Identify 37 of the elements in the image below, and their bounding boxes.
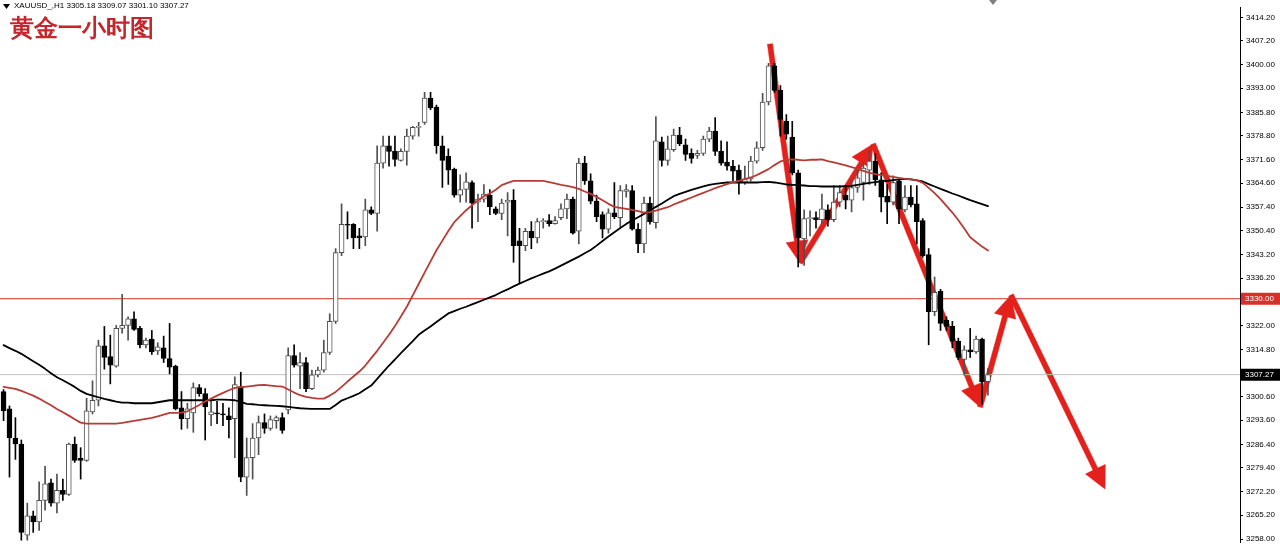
y-tick-label: 3407.20 xyxy=(1246,36,1276,46)
y-tick-label: 3371.60 xyxy=(1246,154,1276,164)
y-tick-label: 3364.60 xyxy=(1246,178,1276,188)
ref-line-label: 3330.00 xyxy=(1245,294,1275,304)
chart-subtitle: XAUUSD_,H1 3305.18 3309.07 3301.10 3307.27 xyxy=(14,1,189,11)
y-tick-label: 3357.40 xyxy=(1246,202,1276,212)
y-tick-label: 3314.80 xyxy=(1246,344,1276,354)
candlestick xyxy=(386,135,392,167)
candlestick xyxy=(60,478,66,501)
chart-title: 黄金一小时图 xyxy=(10,13,154,43)
y-tick-label: 3350.40 xyxy=(1246,225,1276,235)
candlestick xyxy=(813,211,819,229)
y-tick-label: 3414.20 xyxy=(1246,12,1276,22)
candlestick xyxy=(967,328,974,358)
y-tick-label: 3385.80 xyxy=(1246,107,1276,117)
y-tick-label: 3336.20 xyxy=(1246,273,1276,283)
y-tick-label: 3265.20 xyxy=(1246,510,1276,520)
y-tick-label: 3258.00 xyxy=(1246,534,1276,544)
candlestick xyxy=(107,334,114,385)
candlestick xyxy=(297,352,303,389)
candlestick xyxy=(119,294,125,334)
candlestick xyxy=(884,184,890,224)
candlestick xyxy=(730,160,736,182)
candlestick xyxy=(623,184,630,198)
y-tick-label: 3300.60 xyxy=(1246,392,1276,402)
y-tick-label: 3378.80 xyxy=(1246,130,1276,140)
y-tick-label: 3279.40 xyxy=(1246,462,1276,472)
y-tick-label: 3272.20 xyxy=(1246,486,1276,496)
y-tick-label: 3322.00 xyxy=(1246,320,1276,330)
candlestick xyxy=(220,402,226,426)
y-tick-label: 3400.00 xyxy=(1246,60,1276,70)
y-tick-label: 3393.00 xyxy=(1246,83,1276,93)
ref-line-label: 3307.27 xyxy=(1245,370,1275,380)
y-tick-label: 3286.40 xyxy=(1246,439,1276,449)
candlestick xyxy=(457,174,464,203)
y-tick-label: 3343.20 xyxy=(1246,249,1276,259)
y-tick-label: 3293.60 xyxy=(1246,415,1276,425)
